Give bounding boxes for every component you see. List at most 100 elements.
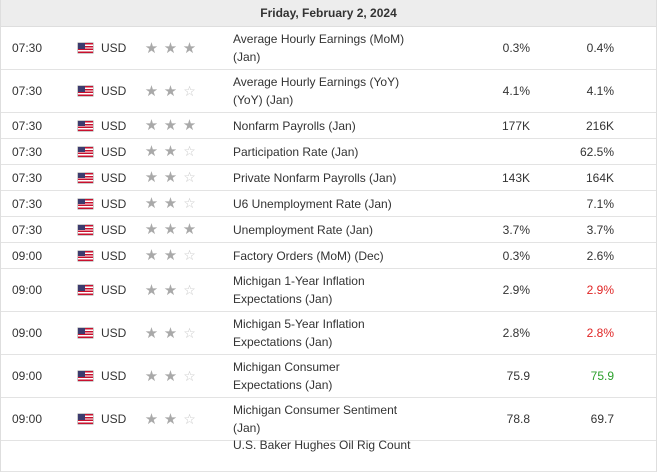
actual-value (471, 191, 530, 216)
event-name[interactable]: Factory Orders (MoM) (Dec) (233, 248, 384, 263)
table-row[interactable]: 07:30 USD ★ ★ ☆ Private Nonfarm Payrolls (Jan… (1, 165, 656, 191)
event-name[interactable]: U.S. Baker Hughes Oil Rig Count (233, 438, 411, 452)
importance-stars: ★ ★ ☆ (144, 355, 204, 397)
star-filled-icon: ★ (144, 324, 159, 342)
actual-value: 75.9 (506, 369, 530, 383)
table-row[interactable]: 07:30 USD ★ ★ ★ Unemployment Rate (Jan) 3.7% 3.… (1, 217, 656, 243)
flag-cell (78, 355, 94, 397)
forecast-value: 164K (585, 170, 614, 185)
star-filled-icon: ★ (163, 143, 178, 160)
flag-cell (78, 398, 94, 440)
flag-cell (78, 312, 94, 354)
event-name[interactable]: Michigan 1-Year Inflation Expectations (J… (233, 274, 365, 306)
flag-cell (78, 165, 94, 190)
us-flag-icon (78, 120, 93, 131)
currency-code: USD (101, 84, 127, 98)
event-name[interactable]: U6 Unemployment Rate (Jan) (233, 196, 392, 211)
event-time: 09:00 (12, 412, 43, 426)
event-name[interactable]: Private Nonfarm Payrolls (Jan) (233, 170, 397, 185)
event-time: 07:30 (12, 144, 43, 159)
us-flag-icon (78, 414, 93, 424)
event-name[interactable]: Average Hourly Earnings (YoY) (YoY) (Jan) (233, 75, 400, 107)
event-list: 07:30 USD ★ ★ ★ Average Hourly Earnings (MoM)… (1, 27, 656, 472)
actual-value: 2.8% (502, 326, 530, 340)
event-name[interactable]: Michigan Consumer Sentiment (Jan) (233, 403, 398, 435)
star-filled-icon: ★ (163, 367, 178, 385)
forecast-value: 3.7% (586, 222, 614, 237)
flag-cell (78, 113, 94, 138)
event-name[interactable]: Nonfarm Payrolls (Jan) (233, 118, 356, 133)
table-row[interactable]: 07:30 USD ★ ★ ★ Average Hourly Earnings (MoM)… (1, 27, 656, 70)
forecast-value: 2.6% (586, 248, 614, 263)
event-name[interactable]: Michigan 5-Year Inflation Expectations (J… (233, 317, 365, 349)
forecast-value: 75.9 (590, 369, 614, 383)
event-time: 07:30 (12, 222, 43, 237)
currency-code: USD (101, 144, 127, 159)
table-row[interactable]: 09:00 USD ★ ★ ☆ Michigan 1-Year Inflation Expe… (1, 269, 656, 312)
currency-code: USD (101, 222, 127, 237)
importance-stars: ★ ★ ☆ (144, 70, 204, 112)
forecast-value (556, 441, 614, 471)
event-name[interactable]: Average Hourly Earnings (MoM) (Jan) (233, 32, 405, 64)
flag-cell (78, 27, 94, 69)
flag-cell (78, 70, 94, 112)
table-row[interactable]: 07:30 USD ★ ★ ★ Nonfarm Payrolls (Jan) 177K 216… (1, 113, 656, 139)
actual-value (471, 139, 530, 164)
us-flag-icon (78, 43, 93, 53)
event-name[interactable]: Unemployment Rate (Jan) (233, 222, 374, 237)
event-time: 09:00 (12, 248, 43, 263)
star-filled-icon: ★ (144, 39, 159, 57)
table-row[interactable]: 07:30 USD ★ ★ ☆ U6 Unemployment Rate (Jan) 7.1… (1, 191, 656, 217)
actual-value: 3.7% (502, 222, 530, 237)
star-empty-icon: ☆ (183, 281, 196, 298)
star-empty-icon: ☆ (183, 195, 196, 211)
us-flag-icon (78, 371, 93, 381)
forecast-value: 216K (585, 118, 614, 133)
us-flag-icon (78, 86, 93, 96)
star-filled-icon: ★ (144, 247, 159, 264)
event-time: 07:30 (12, 118, 43, 133)
star-empty-icon: ☆ (183, 82, 196, 99)
star-filled-icon: ★ (163, 324, 178, 342)
us-flag-icon (78, 224, 93, 235)
event-time: 09:00 (12, 369, 43, 383)
actual-value: 177K (501, 118, 530, 133)
event-name[interactable]: Participation Rate (Jan) (233, 144, 359, 159)
star-filled-icon: ★ (163, 169, 178, 186)
table-row[interactable]: 09:00 USD ★ ★ ☆ Michigan Consumer Sentiment (J… (1, 398, 656, 441)
star-filled-icon: ★ (182, 221, 197, 238)
actual-value: 2.9% (502, 283, 530, 297)
star-filled-icon: ★ (144, 410, 159, 428)
currency-code: USD (101, 196, 127, 211)
flag-cell (78, 139, 94, 164)
forecast-value: 0.4% (586, 41, 614, 55)
table-row[interactable]: 07:30 USD ★ ★ ☆ Average Hourly Earnings (YoY)… (1, 70, 656, 113)
star-filled-icon: ★ (163, 281, 178, 299)
importance-stars: ★ ★ ☆ (144, 398, 204, 440)
star-filled-icon: ★ (144, 195, 159, 212)
us-flag-icon (78, 172, 93, 183)
star-empty-icon: ☆ (183, 324, 196, 341)
importance-stars: ★ ★ ☆ (144, 191, 204, 216)
table-row[interactable]: U.S. Baker Hughes Oil Rig Count (1, 438, 656, 472)
us-flag-icon (78, 146, 93, 157)
event-name[interactable]: Michigan Consumer Expectations (Jan) (233, 360, 340, 392)
table-row[interactable]: 07:30 USD ★ ★ ☆ Participation Rate (Jan) 62.5% (1, 139, 656, 165)
star-filled-icon: ★ (144, 281, 159, 299)
table-row[interactable]: 09:00 USD ★ ★ ☆ Michigan Consumer Expectations… (1, 355, 656, 398)
star-filled-icon: ★ (163, 39, 178, 57)
star-filled-icon: ★ (163, 117, 178, 134)
currency-code: USD (101, 412, 127, 426)
importance-stars: ★ ★ ☆ (144, 165, 204, 190)
table-row[interactable]: 09:00 USD ★ ★ ☆ Factory Orders (MoM) (Dec) 0.3… (1, 243, 656, 269)
star-empty-icon: ☆ (183, 247, 196, 263)
forecast-value: 2.9% (586, 283, 614, 297)
currency-code: USD (101, 283, 127, 297)
importance-stars: ★ ★ ☆ (144, 269, 204, 311)
actual-value: 0.3% (502, 41, 530, 55)
actual-value (471, 441, 530, 471)
forecast-value: 2.8% (586, 326, 614, 340)
currency-code: USD (101, 118, 127, 133)
table-row[interactable]: 09:00 USD ★ ★ ☆ Michigan 5-Year Inflation Expe… (1, 312, 656, 355)
event-time: 07:30 (12, 41, 43, 55)
